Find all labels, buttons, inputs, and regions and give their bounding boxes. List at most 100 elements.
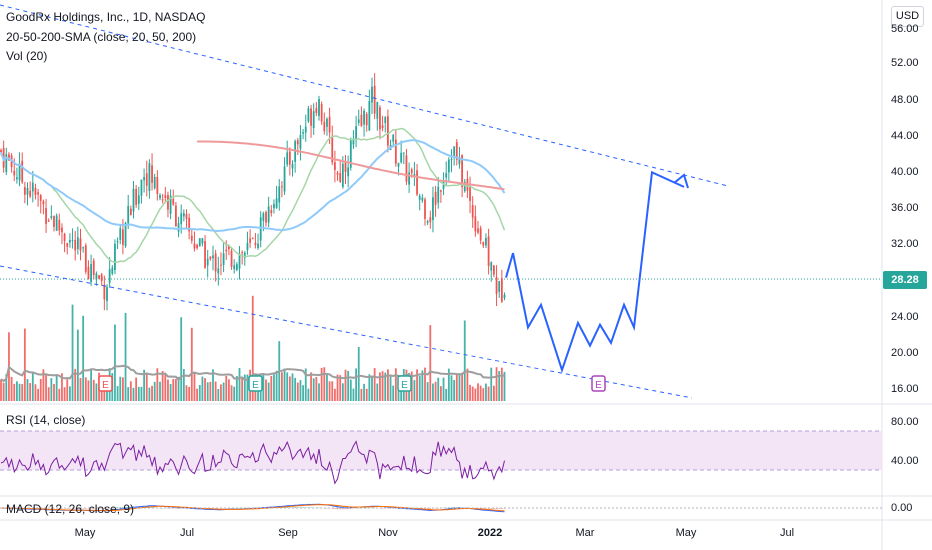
volume-bar (5, 374, 8, 401)
volume-bar (281, 372, 283, 401)
candle-body (209, 256, 212, 260)
candle-body (95, 273, 98, 280)
volume-bar (355, 368, 357, 401)
volume-bars (0, 295, 506, 401)
volume-bar (10, 376, 13, 401)
candle-body (106, 287, 108, 302)
svg-text:E: E (252, 380, 259, 391)
candle-body (437, 186, 440, 203)
candle-body (477, 228, 479, 233)
volume-bar (344, 369, 347, 401)
candle-body (479, 228, 482, 241)
volume-bar (312, 378, 315, 401)
currency-button[interactable]: USD (891, 6, 924, 27)
candle-body (440, 190, 442, 192)
candle-body (235, 264, 238, 271)
candle-body (304, 126, 307, 133)
volume-bar (426, 382, 429, 401)
earnings-marker[interactable]: E (248, 375, 263, 392)
earnings-marker[interactable]: E (397, 375, 412, 392)
volume-bar (270, 375, 273, 401)
volume-bar (190, 327, 193, 401)
volume-bar (235, 376, 238, 401)
volume-bar (230, 385, 233, 401)
price-tick: 56.00 (891, 23, 919, 35)
earnings-marker-future[interactable]: E (591, 375, 606, 392)
macd-histogram-bar (342, 508, 344, 510)
candle-body (167, 194, 169, 210)
candle-body (328, 116, 331, 133)
volume-bar (302, 385, 304, 401)
volume-bar (169, 384, 172, 401)
candle-body (421, 197, 424, 201)
volume-bar (238, 368, 241, 401)
candle-body (84, 245, 87, 272)
candle-body (344, 161, 347, 172)
candle-body (259, 217, 262, 241)
volume-bar (373, 368, 376, 401)
earnings-marker[interactable]: E (98, 375, 113, 392)
volume-bar (63, 387, 66, 401)
candle-body (143, 177, 145, 181)
candle-body (315, 108, 318, 114)
volume-bar (204, 378, 206, 401)
candle-body (474, 216, 477, 232)
macd-histogram-bar (37, 508, 39, 509)
candle-body (180, 213, 183, 224)
volume-bar (450, 375, 453, 401)
volume-bar (326, 374, 328, 401)
candle-body (103, 284, 106, 300)
candle-body (238, 253, 241, 269)
macd-histogram-bar (347, 508, 349, 510)
macd-histogram-bar (357, 507, 360, 509)
macd-histogram-bar (365, 507, 368, 509)
candle-body (424, 199, 426, 219)
candle-body (405, 155, 408, 182)
volume-bar (368, 374, 371, 401)
volume-bar (217, 388, 220, 401)
candle-body (397, 162, 400, 167)
macd-histogram-bar (106, 508, 108, 509)
time-tick: May (675, 527, 697, 539)
time-tick: Jul (179, 527, 195, 539)
ma-indicator-label[interactable]: 20-50-200-SMA (close, 20, 50, 200) (6, 30, 197, 44)
candle-body (400, 152, 403, 163)
volume-bar (331, 381, 334, 401)
candle-body (201, 238, 204, 244)
volume-bar (471, 386, 474, 401)
candle-body (241, 252, 244, 254)
volume-bar (37, 388, 39, 401)
macd-histogram-bar (66, 508, 69, 509)
volume-bar (180, 317, 183, 401)
candle-body (458, 157, 461, 165)
candle-body (135, 188, 138, 205)
candle-body (159, 194, 161, 199)
volume-bar (26, 379, 29, 401)
macd-histogram-bar (175, 508, 177, 509)
volume-bar (498, 371, 501, 401)
macd-histogram-bar (310, 507, 312, 508)
candle-body (445, 173, 448, 178)
volume-bar (474, 388, 477, 401)
chart-title[interactable]: GoodRx Holdings, Inc., 1D, NASDAQ (6, 10, 206, 24)
rsi-indicator-label[interactable]: RSI (14, close) (6, 413, 86, 427)
volume-indicator-label[interactable]: Vol (20) (6, 49, 48, 63)
time-tick: Nov (378, 527, 398, 539)
candle-body (87, 266, 90, 280)
volume-bar (262, 374, 265, 401)
volume-bar (349, 379, 352, 401)
macd-histogram-bar (230, 507, 233, 509)
candle-body (384, 117, 387, 124)
volume-bar (198, 384, 201, 401)
candle-body (463, 181, 466, 192)
volume-bar (283, 368, 286, 401)
volume-bar (387, 369, 389, 401)
candle-body (249, 238, 251, 243)
candle-body (495, 277, 498, 294)
candle-body (485, 237, 487, 246)
candle-body (336, 172, 339, 175)
candle-body (326, 118, 328, 127)
candle-body (394, 139, 397, 164)
macd-indicator-label[interactable]: MACD (12, 26, close, 9) (6, 502, 135, 516)
